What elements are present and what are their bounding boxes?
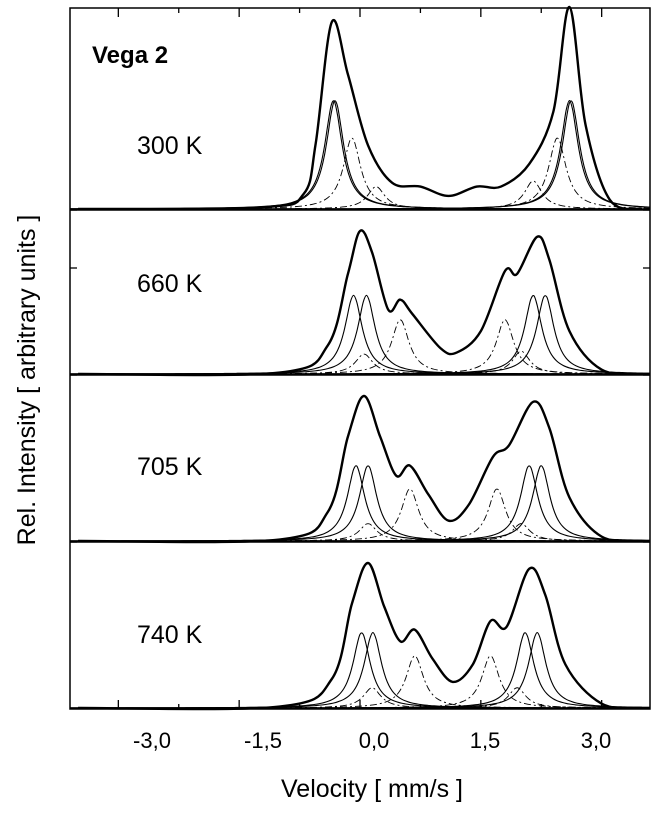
panel-300k	[69, 5, 651, 211]
panel-705k	[69, 374, 651, 544]
x-tick-label: 1,5	[470, 728, 501, 753]
component-curve-dashdot	[69, 488, 651, 542]
y-axis-label: Rel. Intensity [ arbitrary units ]	[13, 215, 41, 546]
component-curve-solid	[70, 294, 651, 375]
x-tick-label: -3,0	[133, 728, 171, 753]
chart-title: Vega 2	[92, 42, 168, 69]
panel-label-740k: 740 K	[137, 621, 203, 649]
x-tick-label: 3,0	[581, 728, 612, 753]
panel-label-300k: 300 K	[137, 132, 203, 160]
panels-layer	[69, 5, 651, 711]
component-curve-solid	[69, 294, 650, 375]
component-curve-solid	[70, 295, 651, 375]
x-tick-label: -1,5	[244, 728, 282, 753]
x-tick-label: 0,0	[359, 728, 390, 753]
total-spectrum-curve	[78, 394, 643, 544]
panel-740k	[69, 541, 651, 711]
total-spectrum-curve	[78, 5, 643, 211]
panel-label-660k: 660 K	[137, 270, 203, 298]
total-spectrum-curve	[78, 561, 643, 711]
component-curve-solid	[70, 294, 650, 375]
x-axis-label: Velocity [ mm/s ]	[281, 775, 463, 803]
ticks-layer	[70, 8, 650, 709]
total-spectrum-curve	[78, 229, 643, 377]
panel-660k	[69, 209, 651, 377]
component-curve-dashdot	[70, 488, 651, 542]
plot-frame	[69, 7, 651, 710]
panel-label-705k: 705 K	[137, 453, 203, 481]
